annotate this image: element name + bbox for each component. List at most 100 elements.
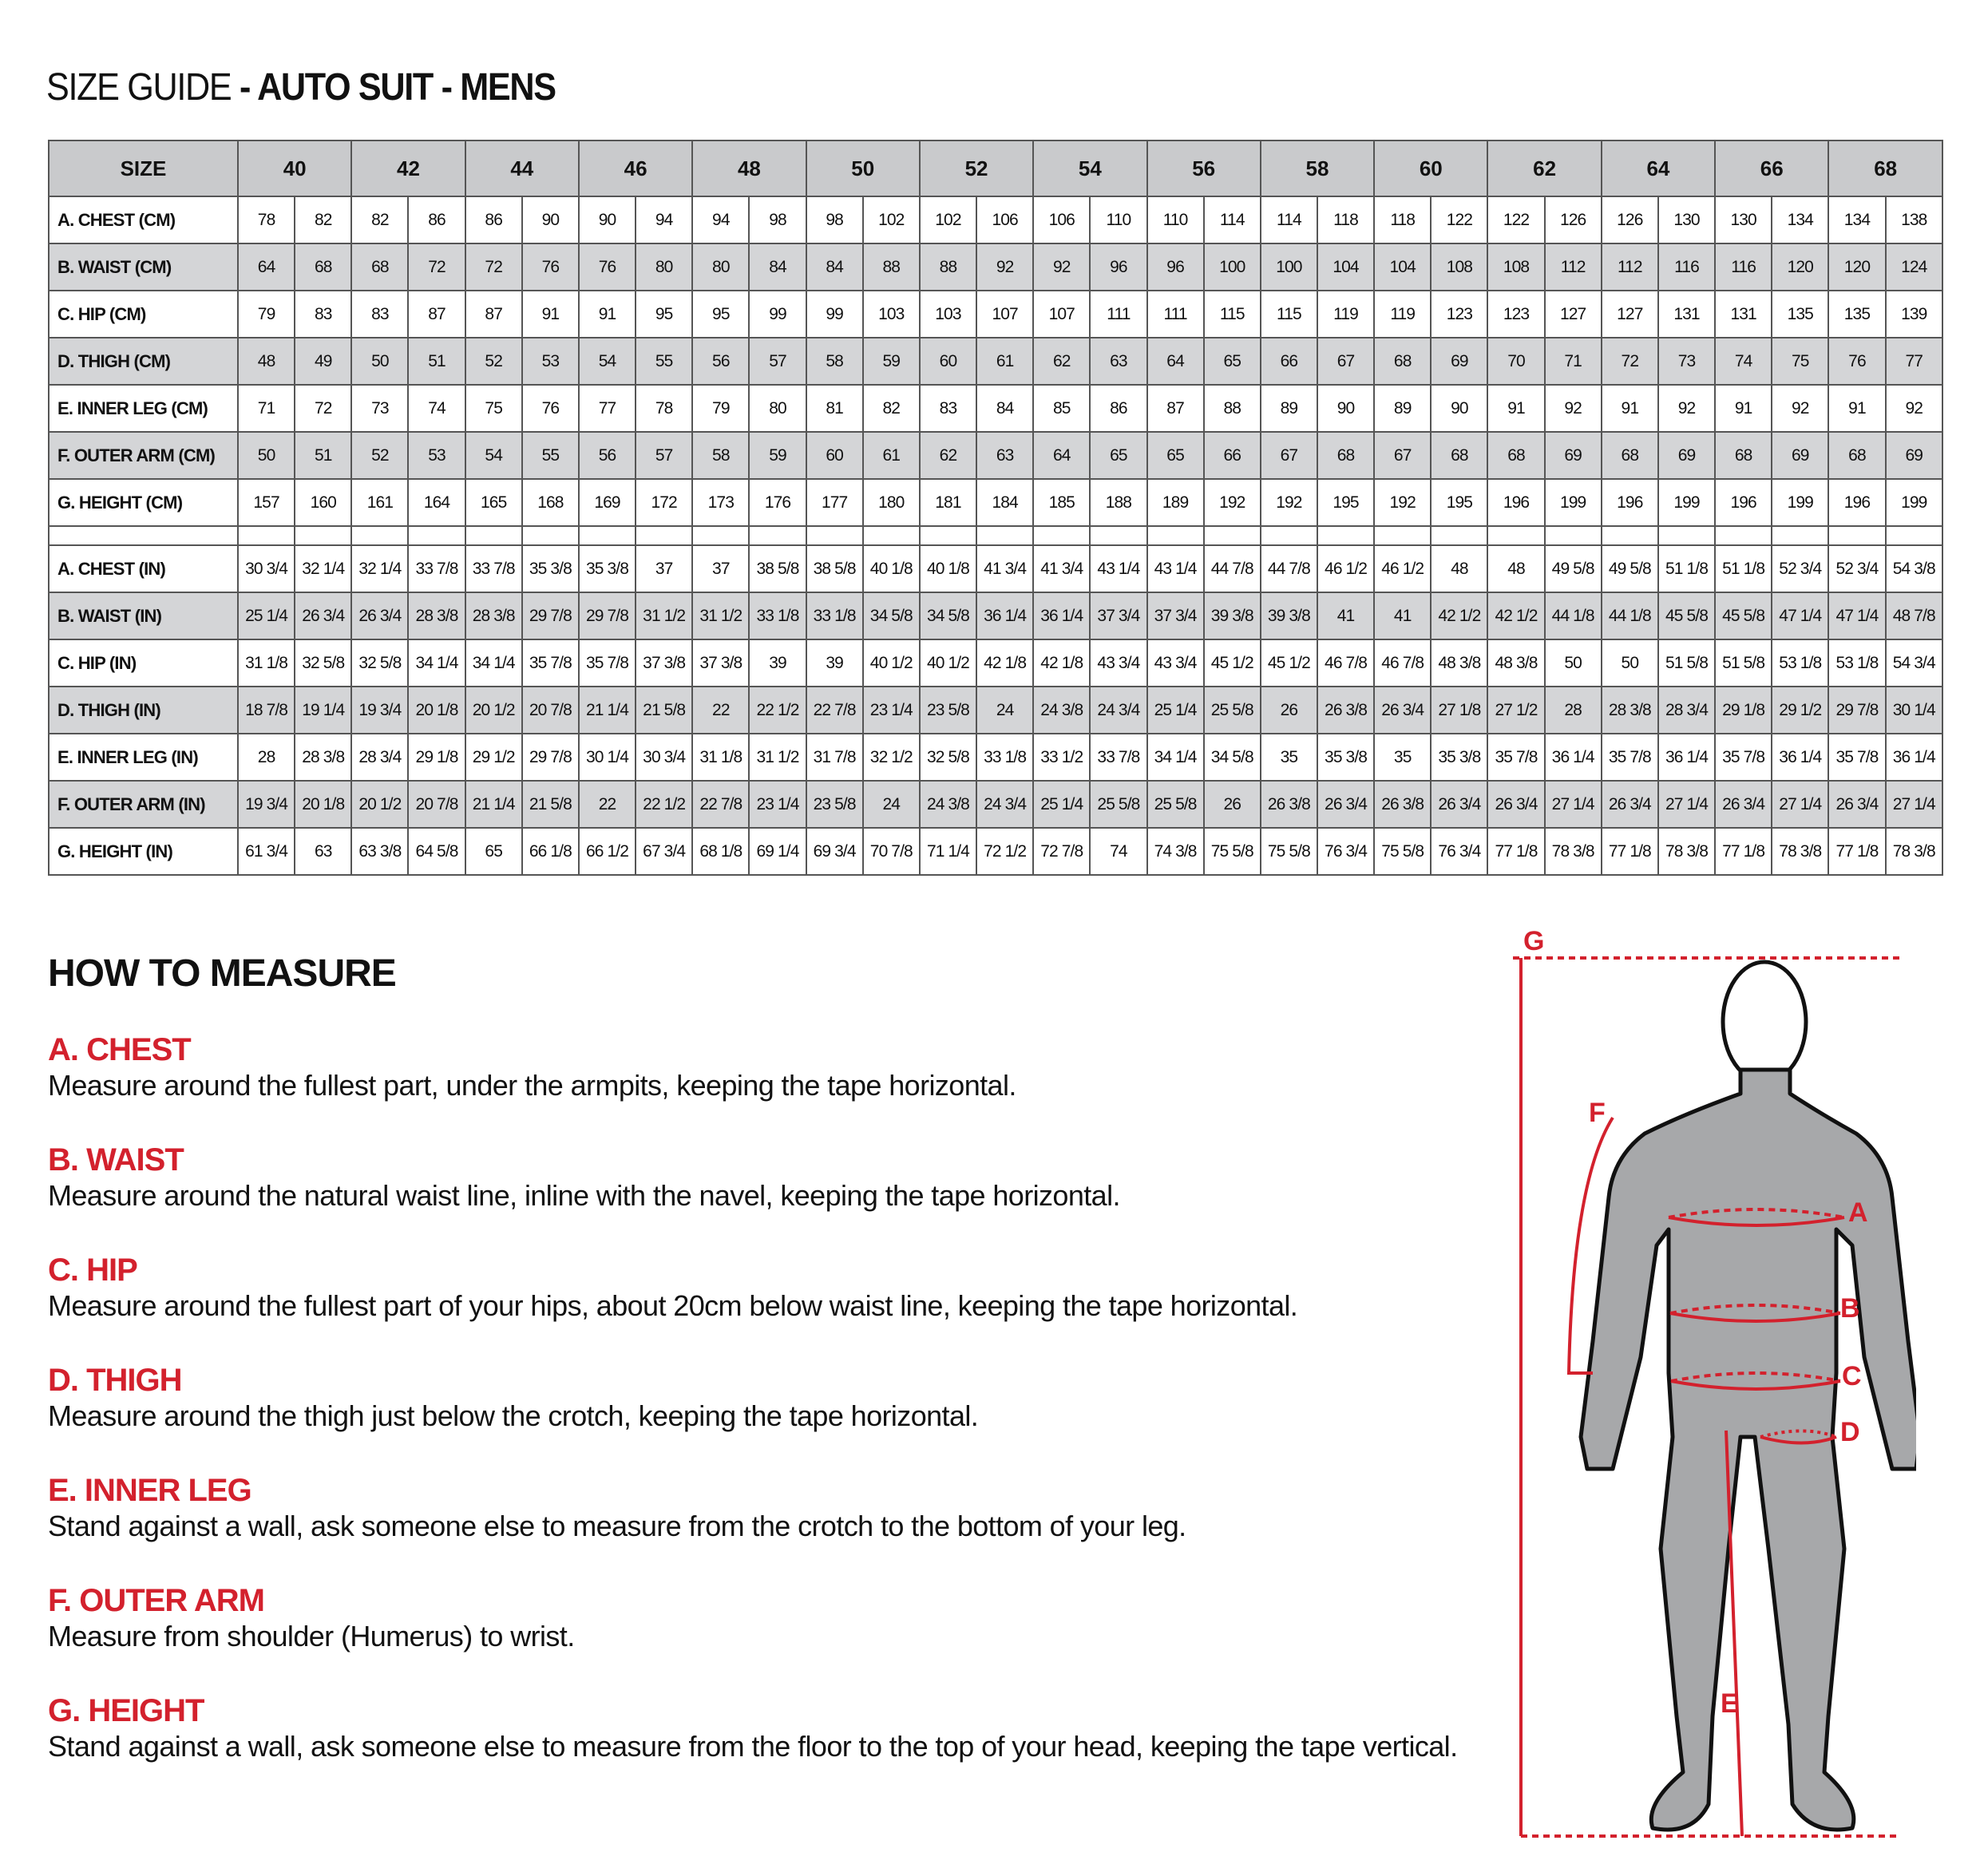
table-cell: 91 (577, 290, 637, 338)
spacer-cell (407, 525, 466, 546)
table-cell: 88 (1202, 384, 1261, 433)
size-header-66: 66 (1714, 140, 1830, 197)
table-cell: 41 (1316, 592, 1376, 640)
table-cell: 106 (1032, 196, 1091, 244)
table-row: C. HIP (CM) 79 83 83 87 87 91 91 95 95 99 99 103 103 1… (48, 290, 1944, 338)
table-cell: 77 (1884, 337, 1944, 386)
table-cell: 72 7/8 (1032, 827, 1091, 876)
table-cell: 23 1/4 (748, 780, 807, 829)
table-cell: 35 (1259, 733, 1318, 782)
table-cell: 33 7/8 (464, 544, 523, 593)
table-cell: 20 7/8 (521, 686, 580, 734)
table-cell: 56 (691, 337, 750, 386)
table-cell: 75 (1771, 337, 1830, 386)
table-cell: 42 1/8 (1032, 639, 1091, 687)
table-cell: 51 5/8 (1657, 639, 1717, 687)
table-cell: 29 7/8 (1828, 686, 1887, 734)
table-cell: 37 3/4 (1089, 592, 1148, 640)
size-header-64: 64 (1600, 140, 1717, 197)
table-cell: 34 5/8 (918, 592, 978, 640)
table-cell: 76 3/4 (1430, 827, 1489, 876)
table-cell: 168 (521, 478, 580, 527)
table-cell: 48 3/8 (1430, 639, 1489, 687)
table-cell: 126 (1543, 196, 1602, 244)
table-cell: 92 (1657, 384, 1717, 433)
table-cell: 26 3/8 (1259, 780, 1318, 829)
table-cell: 58 (691, 431, 750, 480)
table-cell: 24 3/8 (1032, 686, 1091, 734)
measure-section: D. THIGH Measure around the thigh just be… (48, 1362, 1485, 1434)
table-cell: 123 (1487, 290, 1546, 338)
table-cell: 25 5/8 (1202, 686, 1261, 734)
table-cell: 45 5/8 (1714, 592, 1773, 640)
table-cell: 139 (1884, 290, 1944, 338)
table-cell: 35 7/8 (521, 639, 580, 687)
row-label: E. INNER LEG (CM) (48, 384, 239, 433)
table-cell: 90 (521, 196, 580, 244)
table-row: F. OUTER ARM (CM) 50 51 52 53 54 55 56 57 58 59 60 6… (48, 431, 1944, 480)
table-row: A. CHEST (IN) 30 3/4 32 1/4 32 1/4 33 7/8 33 … (48, 544, 1944, 593)
table-cell: 26 3/4 (1600, 780, 1659, 829)
table-cell: 19 1/4 (294, 686, 353, 734)
table-cell: 33 7/8 (1089, 733, 1148, 782)
table-cell: 165 (464, 478, 523, 527)
table-cell: 25 5/8 (1089, 780, 1148, 829)
spacer-cell (748, 525, 807, 546)
table-cell: 63 (294, 827, 353, 876)
table-cell: 31 1/2 (691, 592, 750, 640)
row-label: D. THIGH (IN) (48, 686, 239, 734)
table-cell: 115 (1259, 290, 1318, 338)
table-cell: 28 3/8 (407, 592, 466, 640)
table-cell: 45 5/8 (1657, 592, 1717, 640)
table-cell: 21 5/8 (635, 686, 694, 734)
measure-section: B. WAIST Measure around the natural waist… (48, 1142, 1485, 1213)
table-cell: 78 3/8 (1771, 827, 1830, 876)
table-cell: 112 (1600, 243, 1659, 291)
size-header-62: 62 (1487, 140, 1602, 197)
table-cell: 196 (1714, 478, 1773, 527)
table-cell: 26 3/4 (1430, 780, 1489, 829)
table-cell: 68 (1316, 431, 1376, 480)
table-cell: 196 (1600, 478, 1659, 527)
label-c: C (1842, 1361, 1862, 1391)
table-cell: 77 (577, 384, 637, 433)
table-cell: 71 (1543, 337, 1602, 386)
table-cell: 57 (748, 337, 807, 386)
spacer-cell (1771, 525, 1830, 546)
row-label: C. HIP (CM) (48, 290, 239, 338)
table-cell: 135 (1771, 290, 1830, 338)
table-cell: 35 7/8 (1600, 733, 1659, 782)
table-cell: 49 5/8 (1600, 544, 1659, 593)
table-cell: 68 (1600, 431, 1659, 480)
table-cell: 134 (1771, 196, 1830, 244)
table-cell: 26 3/4 (1714, 780, 1773, 829)
table-cell: 59 (861, 337, 921, 386)
measure-description: Measure around the fullest part, under t… (48, 1069, 1016, 1102)
table-cell: 41 (1373, 592, 1432, 640)
table-cell: 30 1/4 (577, 733, 637, 782)
table-cell: 84 (805, 243, 864, 291)
table-cell: 21 5/8 (521, 780, 580, 829)
table-cell: 79 (691, 384, 750, 433)
table-cell: 87 (407, 290, 466, 338)
table-cell: 39 3/8 (1202, 592, 1261, 640)
table-cell: 27 1/2 (1487, 686, 1546, 734)
measure-title: D. THIGH (48, 1363, 183, 1398)
table-cell: 64 (1032, 431, 1091, 480)
table-cell: 42 1/2 (1430, 592, 1489, 640)
table-cell: 37 3/8 (635, 639, 694, 687)
spacer-cell (350, 525, 410, 546)
table-cell: 36 1/4 (1657, 733, 1717, 782)
table-cell: 29 7/8 (577, 592, 637, 640)
table-cell: 114 (1202, 196, 1261, 244)
table-cell: 20 1/2 (350, 780, 410, 829)
table-cell: 106 (976, 196, 1035, 244)
table-cell: 35 (1373, 733, 1432, 782)
spacer-cell (1202, 525, 1261, 546)
table-cell: 48 3/8 (1487, 639, 1546, 687)
table-cell: 54 3/4 (1884, 639, 1944, 687)
hip-dash (1670, 1371, 1841, 1383)
table-cell: 72 (407, 243, 466, 291)
label-b: B (1840, 1293, 1860, 1324)
spacer-cell (1032, 525, 1091, 546)
